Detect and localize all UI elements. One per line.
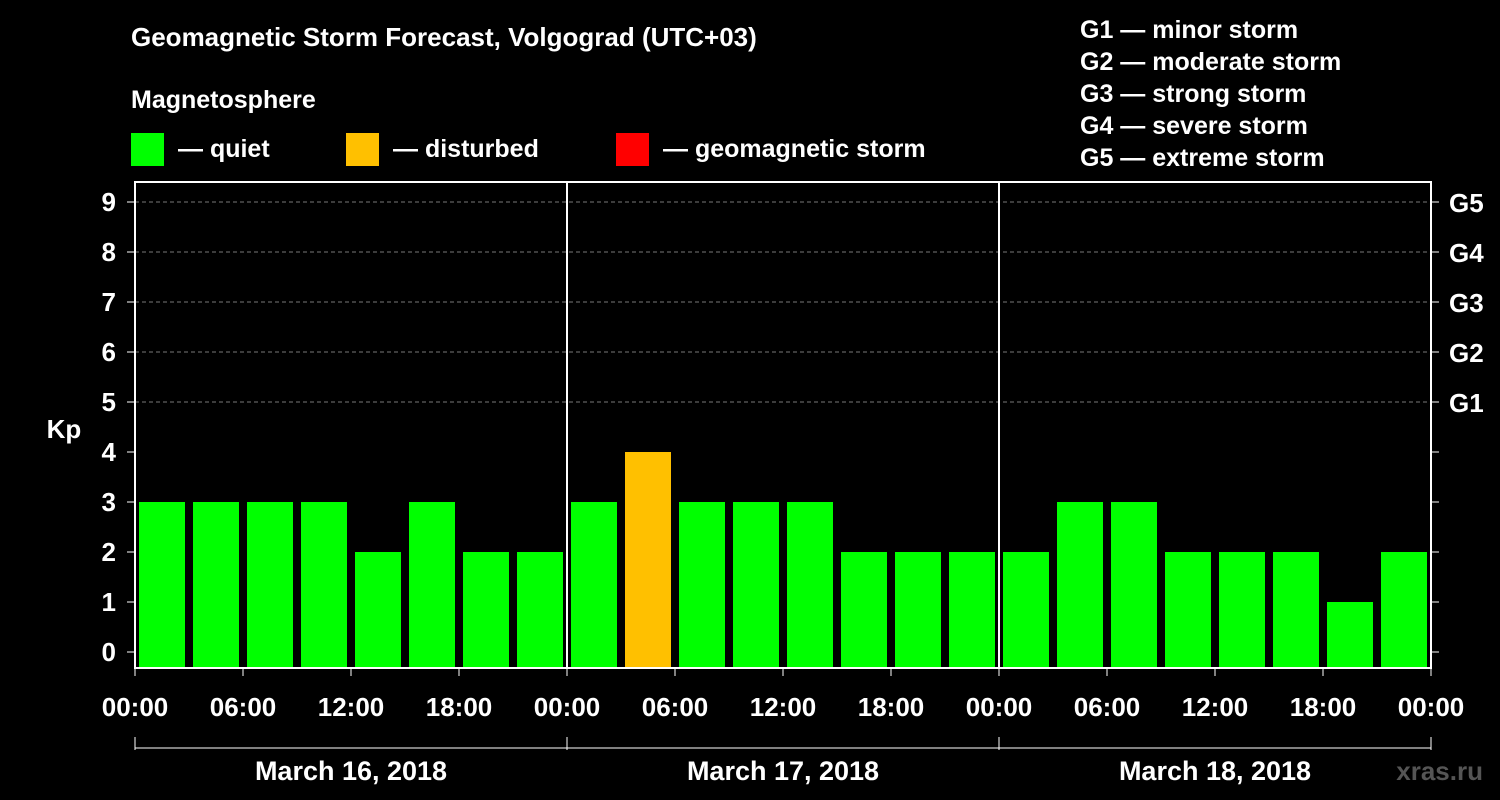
legend-item-storm: — geomagnetic storm [616, 132, 926, 166]
y-tick-label: 4 [102, 437, 117, 467]
kp-bar [301, 502, 347, 668]
x-tick-label: 18:00 [858, 692, 925, 722]
kp-bar [409, 502, 455, 668]
storm-scale-g5: G5 — extreme storm [1080, 144, 1325, 172]
storm-scale-g2: G2 — moderate storm [1080, 48, 1342, 76]
legend-swatch-quiet [131, 132, 164, 166]
y-tick-label: 3 [102, 487, 116, 517]
kp-bar [679, 502, 725, 668]
kp-bar [355, 552, 401, 668]
x-tick-label: 00:00 [1398, 692, 1465, 722]
day-label: March 16, 2018 [255, 756, 447, 786]
y-tick-label: 9 [102, 187, 116, 217]
x-tick-label: 12:00 [1182, 692, 1249, 722]
watermark: xras.ru [1396, 756, 1483, 786]
x-tick-label: 12:00 [318, 692, 385, 722]
x-tick-label: 06:00 [210, 692, 277, 722]
kp-bar [1003, 552, 1049, 668]
y-axis-label: Kp [47, 414, 82, 444]
y-tick-label: 8 [102, 237, 116, 267]
storm-level-label: G4 [1449, 238, 1484, 268]
kp-bar [1327, 602, 1373, 668]
day-label: March 18, 2018 [1119, 756, 1311, 786]
legend-subtitle: Magnetosphere [131, 86, 316, 114]
y-tick-label: 5 [102, 387, 116, 417]
storm-scale-g1: G1 — minor storm [1080, 16, 1299, 44]
legend-label-disturbed: — disturbed [393, 134, 539, 163]
y-tick-label: 6 [102, 337, 116, 367]
kp-bar [517, 552, 563, 668]
y-tick-label: 2 [102, 537, 116, 567]
kp-bar [1057, 502, 1103, 668]
storm-scale-g3: G3 — strong storm [1080, 80, 1307, 108]
kp-bar [463, 552, 509, 668]
legend-swatch-storm [616, 132, 649, 166]
storm-level-label: G3 [1449, 288, 1484, 318]
x-tick-label: 18:00 [426, 692, 493, 722]
y-tick-label: 1 [102, 587, 116, 617]
storm-scale-g4: G4 — severe storm [1080, 112, 1308, 140]
x-tick-label: 18:00 [1290, 692, 1357, 722]
storm-level-label: G1 [1449, 388, 1484, 418]
y-tick-label: 0 [102, 637, 116, 667]
kp-bar [895, 552, 941, 668]
kp-bar [1111, 502, 1157, 668]
storm-level-label: G2 [1449, 338, 1484, 368]
kp-bar [787, 502, 833, 668]
kp-bar [193, 502, 239, 668]
kp-bar [841, 552, 887, 668]
legend-label-storm: — geomagnetic storm [663, 134, 926, 163]
y-tick-label: 7 [102, 287, 116, 317]
kp-bar [139, 502, 185, 668]
kp-bar [733, 502, 779, 668]
chart-title: Geomagnetic Storm Forecast, Volgograd (U… [131, 22, 757, 52]
storm-level-label: G5 [1449, 188, 1484, 218]
x-tick-label: 06:00 [642, 692, 709, 722]
x-tick-label: 00:00 [534, 692, 601, 722]
legend-swatch-disturbed [346, 132, 379, 166]
x-tick-label: 06:00 [1074, 692, 1141, 722]
kp-bar [571, 502, 617, 668]
x-tick-label: 00:00 [102, 692, 169, 722]
day-label: March 17, 2018 [687, 756, 879, 786]
x-tick-label: 12:00 [750, 692, 817, 722]
legend-item-disturbed: — disturbed [346, 132, 539, 166]
kp-bar [1273, 552, 1319, 668]
kp-bar [1165, 552, 1211, 668]
kp-bar [1381, 552, 1427, 668]
kp-bar [625, 452, 671, 668]
kp-bar [949, 552, 995, 668]
storm-scale-legend: G1 — minor storm G2 — moderate storm G3 … [1080, 14, 1341, 174]
kp-bar [1219, 552, 1265, 668]
legend-item-quiet: — quiet [131, 132, 270, 166]
kp-bar [247, 502, 293, 668]
legend-label-quiet: — quiet [178, 134, 270, 163]
x-tick-label: 00:00 [966, 692, 1033, 722]
